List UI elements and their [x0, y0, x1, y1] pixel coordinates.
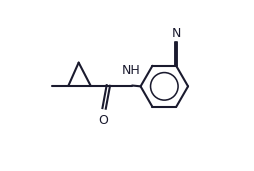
Text: NH: NH [122, 64, 141, 77]
Text: N: N [171, 27, 181, 40]
Text: O: O [98, 114, 108, 127]
